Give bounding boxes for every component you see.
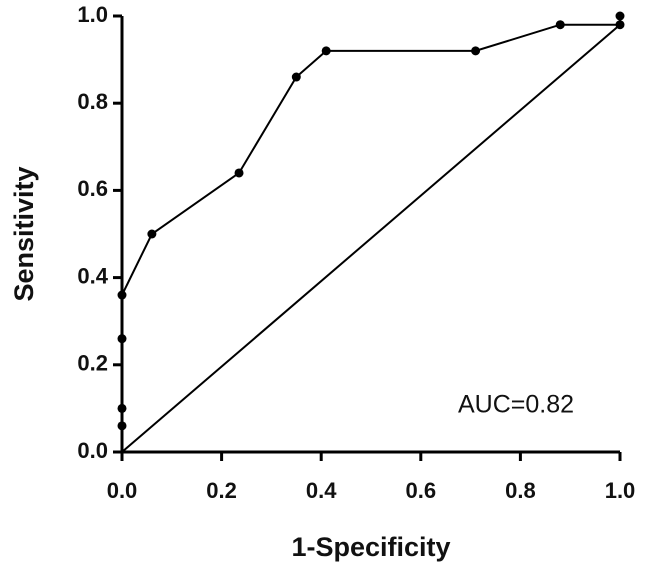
annotation: AUC=0.82 xyxy=(458,391,574,419)
marker xyxy=(117,421,127,431)
x-tick-label: 0.8 xyxy=(505,478,536,503)
x-axis-title: 1-Specificity xyxy=(291,532,450,562)
y-tick-label: 0.6 xyxy=(77,176,108,201)
marker xyxy=(291,72,301,82)
line xyxy=(121,23,621,453)
marker xyxy=(615,11,625,21)
y-tick-label: 0.8 xyxy=(77,89,108,114)
y-tick-label: 1.0 xyxy=(77,2,108,27)
y-tick-label: 0.4 xyxy=(77,263,108,288)
marker xyxy=(471,46,481,56)
x-tick-label: 1.0 xyxy=(605,478,636,503)
marker xyxy=(147,229,157,239)
x-tick-label: 0.6 xyxy=(406,478,437,503)
marker xyxy=(117,290,127,300)
y-axis-title: Sensitivity xyxy=(9,166,39,301)
x-tick-label: 0.2 xyxy=(206,478,237,503)
x-tick-label: 0.0 xyxy=(107,478,138,503)
x-tick-label: 0.4 xyxy=(306,478,337,503)
marker xyxy=(321,46,331,56)
line xyxy=(121,16,621,426)
marker xyxy=(234,168,244,178)
marker xyxy=(555,20,565,30)
marker xyxy=(117,334,127,344)
marker xyxy=(117,403,127,413)
y-tick-label: 0.2 xyxy=(77,351,108,376)
y-tick-label: 0.0 xyxy=(77,438,108,463)
